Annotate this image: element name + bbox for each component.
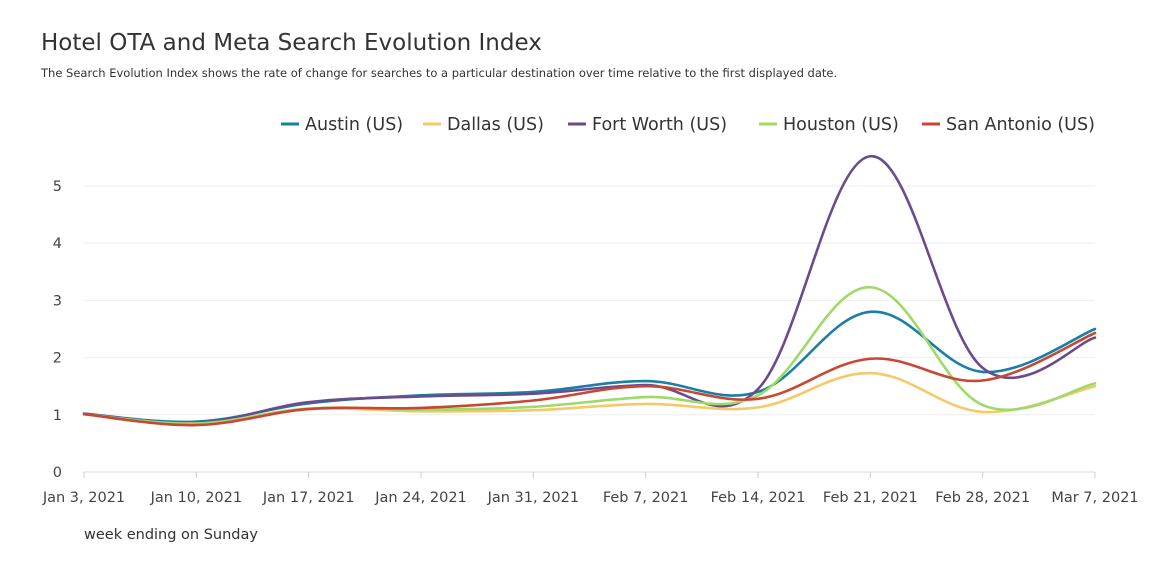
x-tick-label: Jan 31, 2021 [487, 490, 580, 506]
legend-item[interactable]: Austin (US) [281, 115, 403, 135]
x-tick-label: Feb 14, 2021 [711, 490, 806, 506]
x-tick-label: Jan 24, 2021 [374, 490, 467, 506]
x-tick-label: Feb 28, 2021 [935, 490, 1030, 506]
x-tick-label: Jan 17, 2021 [262, 490, 355, 506]
y-tick-label: 5 [53, 179, 62, 195]
y-axis: 0 1 2 3 4 5 [53, 179, 62, 481]
legend: Austin (US) Dallas (US) Fort Worth (US) Hou… [281, 115, 1095, 135]
x-axis: Jan 3, 2021 Jan 10, 2021 Jan 17, 2021 Jan 2… [42, 472, 1139, 506]
y-tick-label: 2 [53, 351, 62, 367]
x-tick-label: Mar 7, 2021 [1051, 490, 1138, 506]
legend-item[interactable]: Fort Worth (US) [568, 115, 727, 135]
y-tick-label: 4 [53, 236, 62, 252]
chart-subtitle: The Search Evolution Index shows the rat… [41, 66, 838, 80]
x-tick-label: Jan 10, 2021 [150, 490, 243, 506]
gridlines [84, 185, 1095, 473]
legend-item[interactable]: Houston (US) [759, 115, 899, 135]
x-tick-label: Jan 3, 2021 [42, 490, 125, 506]
series-line-san-antonio-us [82, 331, 1097, 427]
y-tick-label: 3 [53, 293, 62, 309]
legend-item[interactable]: Dallas (US) [423, 115, 544, 135]
legend-item[interactable]: San Antonio (US) [922, 115, 1095, 135]
series-line-houston-us [82, 285, 1097, 425]
legend-label: San Antonio (US) [946, 115, 1095, 135]
y-tick-label: 0 [53, 465, 62, 481]
x-tick-label: Feb 7, 2021 [603, 490, 689, 506]
legend-label: Fort Worth (US) [592, 115, 727, 135]
chart-title: Hotel OTA and Meta Search Evolution Inde… [41, 30, 542, 56]
legend-label: Austin (US) [305, 115, 403, 135]
y-tick-label: 1 [53, 408, 62, 424]
series-lines [82, 154, 1097, 427]
x-axis-title: week ending on Sunday [84, 527, 258, 543]
legend-label: Houston (US) [783, 115, 899, 135]
series-line-fort-worth-us [82, 154, 1097, 425]
x-tick-label: Feb 21, 2021 [823, 490, 918, 506]
legend-label: Dallas (US) [447, 115, 544, 135]
